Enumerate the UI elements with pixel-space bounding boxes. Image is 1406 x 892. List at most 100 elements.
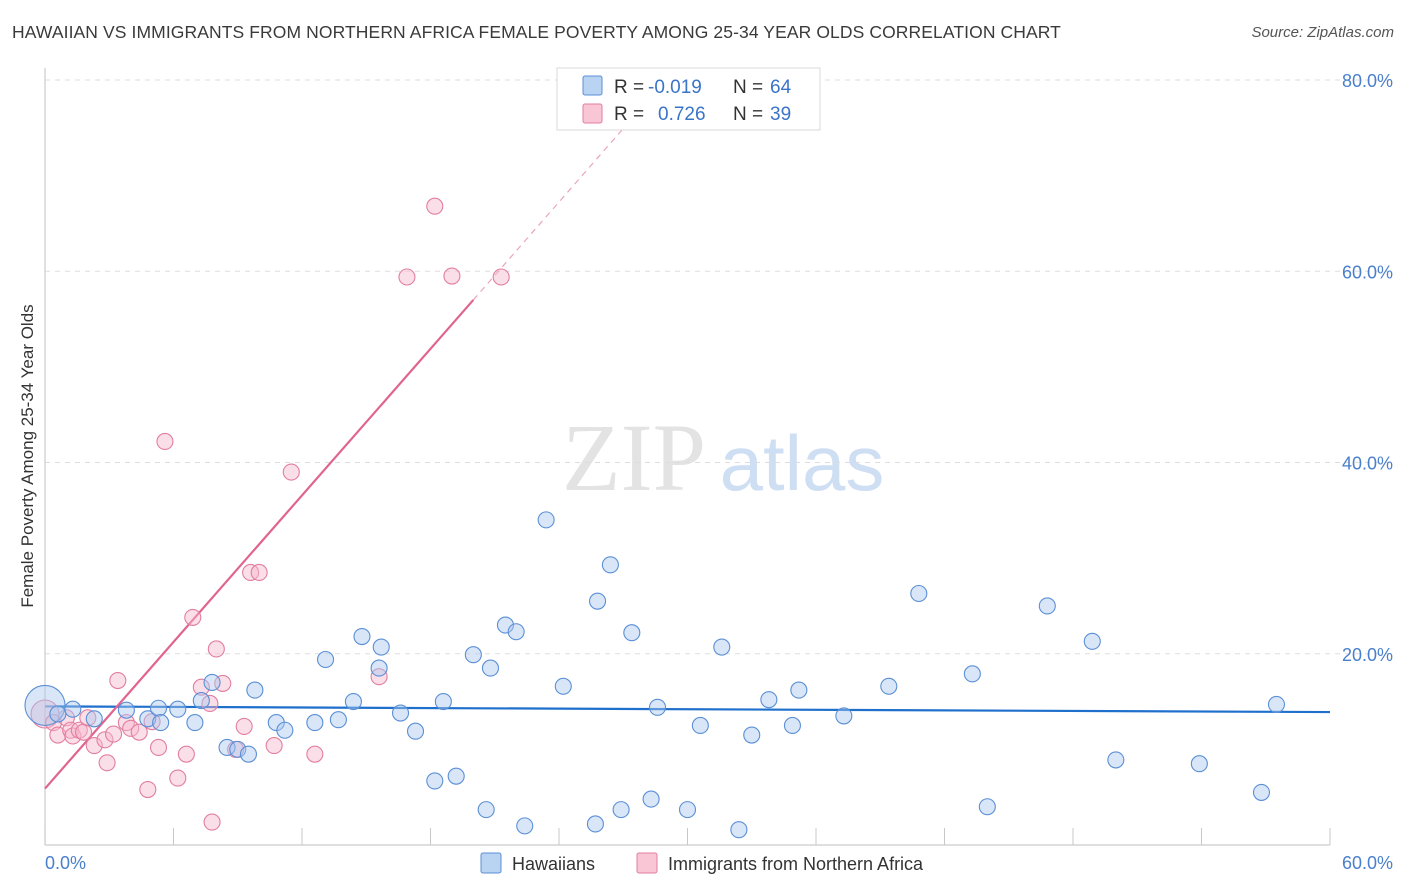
point-hawaiians-1 xyxy=(49,705,67,723)
point-hawaiians-28 xyxy=(434,693,452,711)
point-immigrants-27 xyxy=(207,640,225,658)
point-hawaiians-43 xyxy=(642,790,660,808)
legend-label-immigrants: Immigrants from Northern Africa xyxy=(668,854,924,874)
y-tick-label-20: 20.0% xyxy=(1342,645,1393,665)
point-hawaiians-42 xyxy=(623,624,641,642)
point-hawaiians-50 xyxy=(760,691,778,709)
point-immigrants-30 xyxy=(235,717,253,735)
point-immigrants-8 xyxy=(79,709,97,727)
point-immigrants-32 xyxy=(250,563,268,582)
point-hawaiians-63 xyxy=(1267,695,1286,713)
chart-title: HAWAIIAN VS IMMIGRANTS FROM NORTHERN AFR… xyxy=(12,22,1061,42)
point-hawaiians-8 xyxy=(169,700,187,718)
point-immigrants-34 xyxy=(282,463,300,481)
point-immigrants-35 xyxy=(306,745,324,763)
point-hawaiians-9 xyxy=(186,714,204,732)
point-hawaiians-33 xyxy=(496,616,515,634)
stats-n-label-pink: N = xyxy=(733,104,763,125)
trend-line-immigrants-extension xyxy=(472,115,635,301)
point-immigrants-5 xyxy=(64,727,82,745)
point-hawaiians-7 xyxy=(152,714,170,732)
point-immigrants-36 xyxy=(370,668,388,686)
point-hawaiians-6 xyxy=(149,699,168,717)
point-immigrants-10 xyxy=(96,731,114,749)
stats-r-value-blue: -0.019 xyxy=(648,77,702,98)
point-hawaiians-13 xyxy=(229,740,247,758)
point-hawaiians-40 xyxy=(601,556,619,574)
point-immigrants-22 xyxy=(177,745,195,763)
legend-swatch-immigrants xyxy=(636,852,658,874)
point-hawaiians-39 xyxy=(588,592,607,610)
point-hawaiians-17 xyxy=(276,721,294,739)
point-hawaiians-36 xyxy=(537,511,555,529)
stats-r-label-pink: R = xyxy=(614,104,644,125)
point-hawaiians-26 xyxy=(406,722,425,740)
point-immigrants-39 xyxy=(443,267,461,285)
point-hawaiians-49 xyxy=(743,726,761,744)
stats-r-label-blue: R = xyxy=(614,77,644,98)
point-hawaiians-18 xyxy=(306,714,324,732)
point-hawaiians-46 xyxy=(691,716,709,735)
point-hawaiians-57 xyxy=(978,798,996,816)
point-immigrants-21 xyxy=(169,769,187,787)
point-hawaiians-11 xyxy=(203,673,221,691)
point-hawaiians-22 xyxy=(353,627,371,646)
point-hawaiians-25 xyxy=(391,704,410,722)
point-hawaiians-61 xyxy=(1190,755,1208,773)
point-immigrants-17 xyxy=(139,780,157,799)
point-hawaiians-62 xyxy=(1252,783,1271,801)
trend-lines xyxy=(44,115,1331,790)
point-immigrants-13 xyxy=(109,671,127,690)
point-immigrants-38 xyxy=(426,197,444,215)
point-hawaiians-5 xyxy=(139,710,157,728)
point-hawaiians-51 xyxy=(783,716,801,735)
point-immigrants-9 xyxy=(85,736,103,755)
point-hawaiians-4 xyxy=(117,701,135,719)
point-hawaiians-10 xyxy=(192,692,210,710)
point-immigrants-33 xyxy=(265,736,283,755)
legend-label-hawaiians: Hawaiians xyxy=(512,854,595,874)
point-immigrants-19 xyxy=(149,738,168,757)
watermark-zip: ZIP xyxy=(562,404,706,511)
stats-r-value-pink: 0.726 xyxy=(658,104,706,125)
point-hawaiians-12 xyxy=(218,738,236,757)
point-immigrants-2 xyxy=(49,726,67,744)
point-immigrants-31 xyxy=(242,563,260,582)
point-hawaiians-53 xyxy=(835,707,853,725)
point-immigrants-12 xyxy=(104,725,123,743)
point-hawaiians-60 xyxy=(1107,751,1125,769)
point-hawaiians-41 xyxy=(612,801,630,819)
point-hawaiians-59 xyxy=(1083,632,1101,650)
trend-line-immigrants xyxy=(44,299,475,790)
point-hawaiians-37 xyxy=(554,677,572,695)
stats-n-value-blue: 64 xyxy=(770,77,792,98)
point-immigrants-24 xyxy=(192,678,210,696)
point-immigrants-7 xyxy=(75,723,93,741)
stats-legend-swatch-blue xyxy=(582,75,603,96)
point-hawaiians-21 xyxy=(344,693,362,711)
point-hawaiians-44 xyxy=(648,698,667,716)
trend-line-hawaiians xyxy=(44,705,1331,714)
point-hawaiians-14 xyxy=(239,745,258,763)
legend-swatch-hawaiians xyxy=(480,852,502,874)
point-immigrants-11 xyxy=(98,754,116,772)
stats-n-label-blue: N = xyxy=(733,77,763,98)
point-immigrants-37 xyxy=(398,268,416,286)
point-hawaiians-0 xyxy=(24,684,66,726)
point-hawaiians-58 xyxy=(1038,597,1056,615)
stats-legend: R = -0.019 N = 64 R = 0.726 N = 39 xyxy=(556,67,821,131)
point-hawaiians-19 xyxy=(317,650,335,669)
point-immigrants-40 xyxy=(492,268,510,286)
point-immigrants-26 xyxy=(203,813,221,831)
point-hawaiians-29 xyxy=(447,767,465,785)
x-tick-label-max: 60.0% xyxy=(1342,853,1393,873)
point-hawaiians-30 xyxy=(464,646,482,664)
point-hawaiians-48 xyxy=(730,821,748,839)
source-label: Source: ZipAtlas.com xyxy=(1251,24,1394,41)
point-immigrants-23 xyxy=(184,608,202,626)
y-tick-label-60: 60.0% xyxy=(1342,262,1393,282)
stats-n-value-pink: 39 xyxy=(770,104,791,125)
bottom-legend: Hawaiians Immigrants from Northern Afric… xyxy=(480,852,924,874)
point-immigrants-15 xyxy=(122,719,140,737)
